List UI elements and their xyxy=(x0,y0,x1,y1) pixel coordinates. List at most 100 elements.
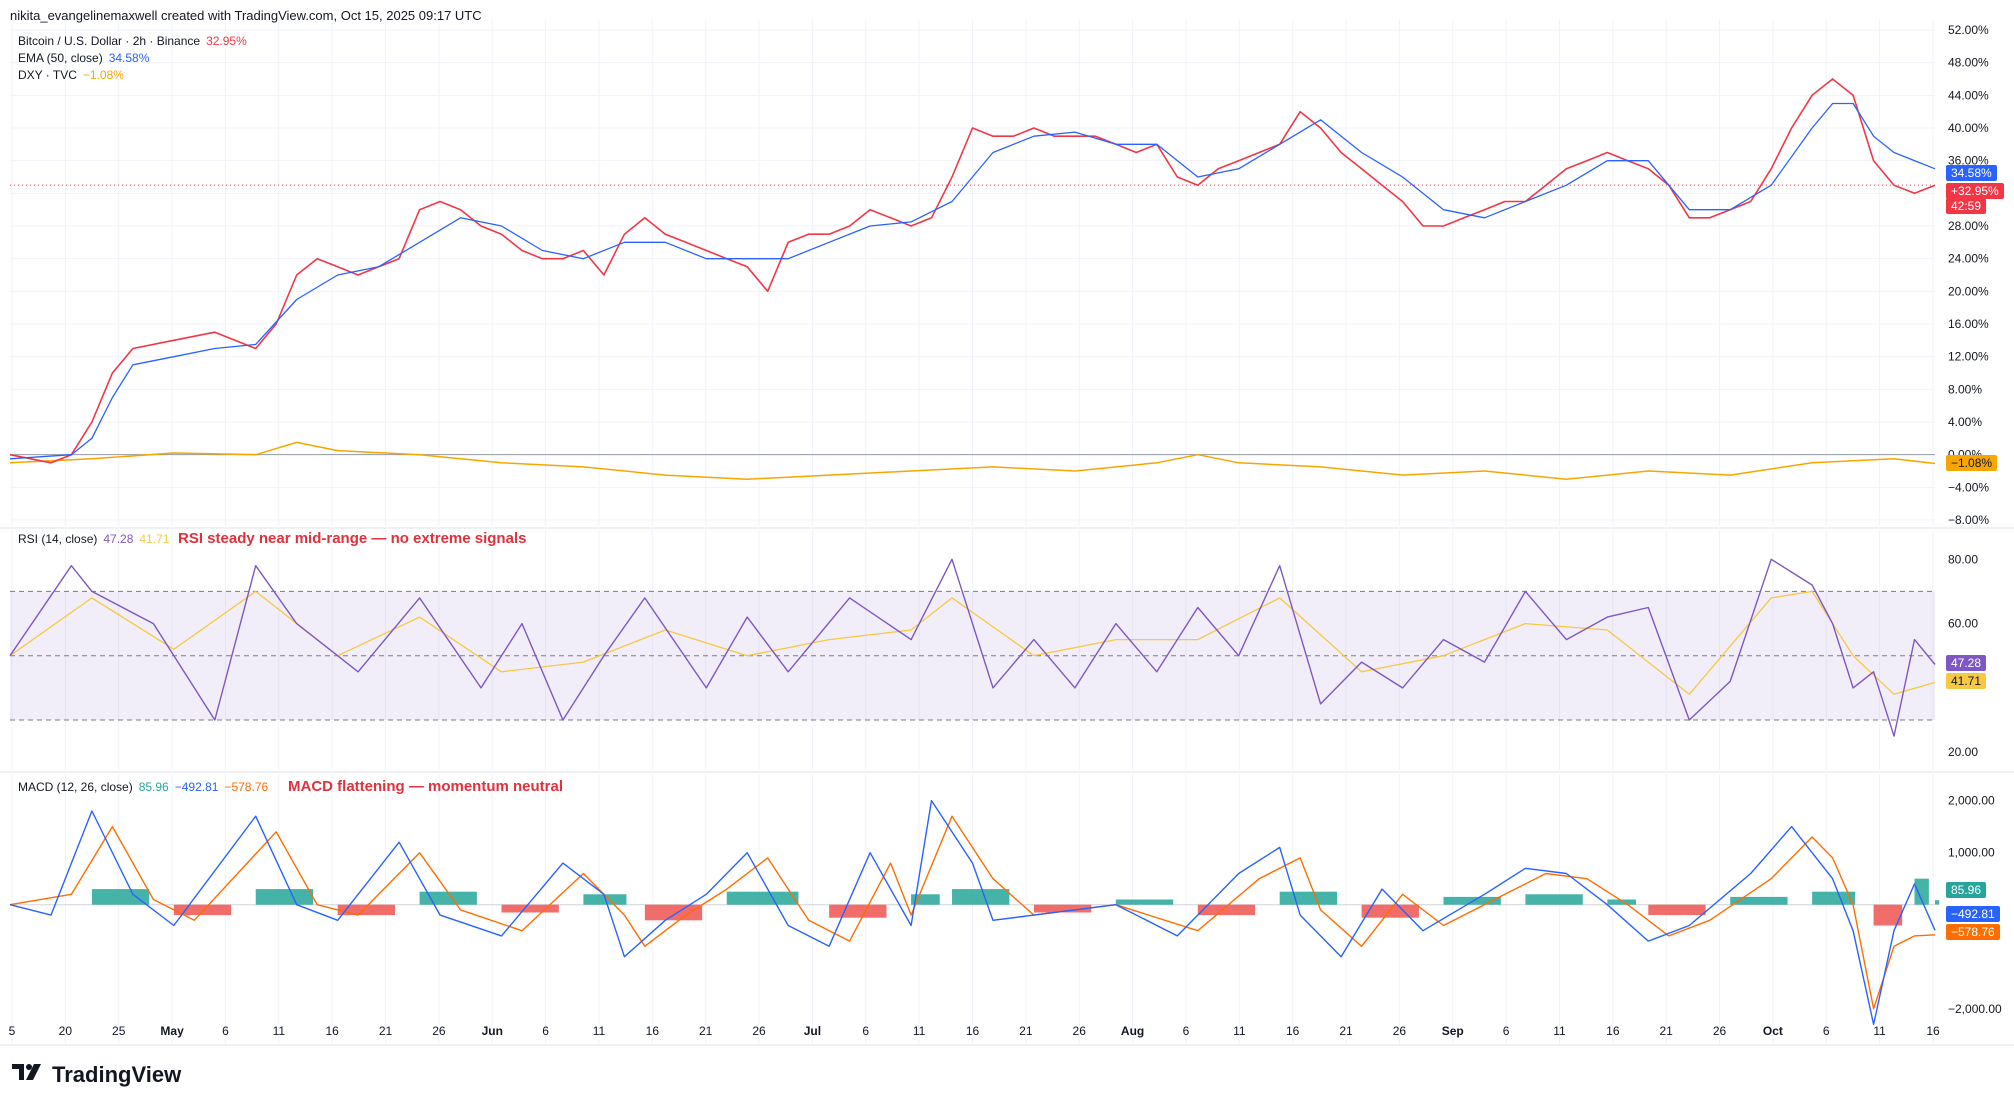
price-axis-tick: −8.00% xyxy=(1948,513,1989,527)
time-axis-tick: 6 xyxy=(1183,1024,1190,1038)
macd-histogram-bar xyxy=(91,889,150,905)
price-axis-tick: 16.00% xyxy=(1948,317,1989,331)
time-axis-tick: 16 xyxy=(646,1024,660,1038)
price-axis-tick: 12.00% xyxy=(1948,350,1989,364)
legend-rsi-label: RSI (14, close) xyxy=(18,532,98,546)
macd-axis-tick: 1,000.00 xyxy=(1948,846,1995,860)
legend-dxy: DXY · TVC −1.08% xyxy=(18,68,130,82)
legend-macd-value: −492.81 xyxy=(174,780,219,794)
price-axis-tick: 52.00% xyxy=(1948,23,1989,37)
legend-ema: EMA (50, close) 34.58% xyxy=(18,51,155,65)
ema-series-line xyxy=(9,102,1936,460)
time-axis-tick: 6 xyxy=(542,1024,549,1038)
time-axis-tick: 26 xyxy=(752,1024,766,1038)
signal-value-badge: −578.76 xyxy=(1946,924,2000,940)
rsi-axis-tick: 20.00 xyxy=(1948,745,1978,759)
legend-macd-hist-value: 85.96 xyxy=(138,780,169,794)
macd-histogram-bar xyxy=(1914,878,1929,905)
macd-value-badge: −492.81 xyxy=(1946,906,2000,922)
time-axis-tick: 26 xyxy=(432,1024,446,1038)
time-axis-tick: 11 xyxy=(593,1024,606,1038)
dxy-price-badge: −1.08% xyxy=(1946,455,1998,471)
price-axis-tick: 44.00% xyxy=(1948,88,1989,102)
macd-histogram-bar xyxy=(952,889,1010,905)
time-axis-tick: Oct xyxy=(1763,1024,1783,1038)
btc-price-badge: +32.95% xyxy=(1946,183,2004,199)
time-axis-tick: 21 xyxy=(1019,1024,1033,1038)
price-axis-tick: 36.00% xyxy=(1948,154,1989,168)
legend-btc-label: Bitcoin / U.S. Dollar · 2h · Binance xyxy=(18,34,201,48)
macd-annotation: MACD flattening — momentum neutral xyxy=(288,778,564,795)
time-axis-tick: 6 xyxy=(862,1024,869,1038)
time-axis-tick: 6 xyxy=(1823,1024,1830,1038)
macd-histogram-bar xyxy=(173,904,232,916)
time-axis-tick: Aug xyxy=(1121,1024,1144,1038)
macd-histogram-bar xyxy=(337,904,395,916)
time-axis-tick: Jun xyxy=(482,1024,503,1038)
price-axis-tick: 20.00% xyxy=(1948,284,1989,298)
rsi-ma-line xyxy=(9,590,1936,695)
legend-signal-value: −578.76 xyxy=(224,780,269,794)
legend-rsi: RSI (14, close) 47.28 41.71 xyxy=(18,532,175,546)
legend-dxy-value: −1.08% xyxy=(82,68,124,82)
legend-macd: MACD (12, 26, close) 85.96 −492.81 −578.76 xyxy=(18,780,274,794)
time-axis-tick: 16 xyxy=(1286,1024,1300,1038)
macd-histogram-bar xyxy=(1812,891,1856,905)
time-axis-tick: 6 xyxy=(222,1024,229,1038)
macd-histogram-bar xyxy=(911,894,940,905)
macd-histogram-bar xyxy=(1607,899,1637,905)
countdown-badge: 42:59 xyxy=(1946,198,1987,214)
time-axis-tick: 11 xyxy=(273,1024,286,1038)
macd-histogram-bar xyxy=(419,891,477,905)
time-axis-tick: 11 xyxy=(913,1024,926,1038)
time-axis-tick: 21 xyxy=(1660,1024,1674,1038)
price-axis-tick: −4.00% xyxy=(1948,480,1989,494)
tradingview-logo-icon xyxy=(12,1062,46,1088)
macd-histogram-bar xyxy=(829,904,887,918)
time-axis-tick: 11 xyxy=(1873,1024,1886,1038)
dxy-series-line xyxy=(9,441,1936,480)
time-axis-tick: 20 xyxy=(59,1024,73,1038)
tradingview-name: TradingView xyxy=(52,1062,182,1087)
macd-histogram-bar xyxy=(1361,904,1419,918)
attribution-text: nikita_evangelinemaxwell created with Tr… xyxy=(10,8,482,23)
macd-histogram-bar xyxy=(1279,891,1338,905)
macd-histogram-bar xyxy=(1873,904,1903,926)
rsi-annotation: RSI steady near mid-range — no extreme s… xyxy=(178,530,527,547)
time-axis-tick: 21 xyxy=(1339,1024,1353,1038)
rsi-axis-tick: 60.00 xyxy=(1948,617,1978,631)
legend-btc: Bitcoin / U.S. Dollar · 2h · Binance 32.9… xyxy=(18,34,253,48)
price-axis-tick: 28.00% xyxy=(1948,219,1989,233)
legend-macd-label: MACD (12, 26, close) xyxy=(18,780,133,794)
time-axis-tick: 16 xyxy=(1926,1024,1940,1038)
macd-histogram-bar xyxy=(1935,900,1940,905)
signal-line xyxy=(9,815,1936,1010)
time-axis-tick: 5 xyxy=(9,1024,16,1038)
macd-histogram-bar xyxy=(1197,904,1256,916)
macd-histogram-bar xyxy=(644,904,703,921)
macd-histogram-bar xyxy=(1730,896,1788,905)
tradingview-brand[interactable]: TradingView xyxy=(12,1062,181,1088)
macd-axis-tick: −2,000.00 xyxy=(1948,1002,2002,1016)
legend-btc-value: 32.95% xyxy=(206,34,247,48)
time-axis-tick: 26 xyxy=(1713,1024,1727,1038)
time-axis-tick: 11 xyxy=(1553,1024,1566,1038)
price-axis-tick: 8.00% xyxy=(1948,382,1982,396)
time-axis-tick: 26 xyxy=(1073,1024,1087,1038)
macd-histogram-bar xyxy=(1033,904,1092,913)
time-axis-tick: 16 xyxy=(325,1024,339,1038)
time-axis-tick: 26 xyxy=(1393,1024,1407,1038)
macd-histogram-bar xyxy=(726,891,799,905)
time-axis-tick: Jul xyxy=(804,1024,821,1038)
legend-dxy-label: DXY · TVC xyxy=(18,68,77,82)
macd-histogram-bar xyxy=(1648,904,1706,916)
rsi-axis-tick: 80.00 xyxy=(1948,552,1978,566)
legend-rsi-ma-value: 41.71 xyxy=(139,532,170,546)
rsi-value-badge: 47.28 xyxy=(1946,655,1987,671)
time-axis-tick: 6 xyxy=(1503,1024,1510,1038)
macd-hist-badge: 85.96 xyxy=(1946,882,1987,898)
legend-ema-label: EMA (50, close) xyxy=(18,51,103,65)
time-axis-tick: Sep xyxy=(1442,1024,1464,1038)
price-axis-tick: 48.00% xyxy=(1948,56,1989,70)
